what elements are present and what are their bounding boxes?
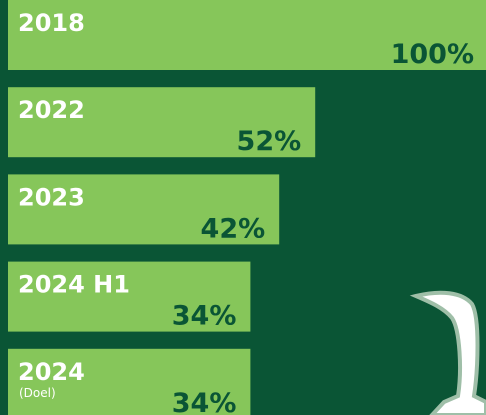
category-label: 2022 <box>18 96 85 124</box>
value-label: 34% <box>172 301 237 332</box>
bar <box>8 261 251 332</box>
arrow-decoration <box>409 290 486 415</box>
value-label: 34% <box>172 388 237 415</box>
bar <box>8 87 316 158</box>
bars: 2018 100% 2022 52% 2023 42% 2024 H1 34% 2024 34% (… <box>8 0 486 415</box>
value-label: 100% <box>391 39 474 70</box>
annotation: (Doel) <box>19 386 56 400</box>
category-label: 2024 H1 <box>18 271 130 299</box>
value-label: 52% <box>237 126 302 157</box>
category-label: 2018 <box>18 9 85 37</box>
category-label: 2024 <box>18 358 85 386</box>
bar <box>8 174 280 245</box>
bar <box>8 0 486 70</box>
category-label: 2023 <box>18 183 85 211</box>
value-label: 42% <box>201 213 266 244</box>
bar <box>8 348 251 415</box>
